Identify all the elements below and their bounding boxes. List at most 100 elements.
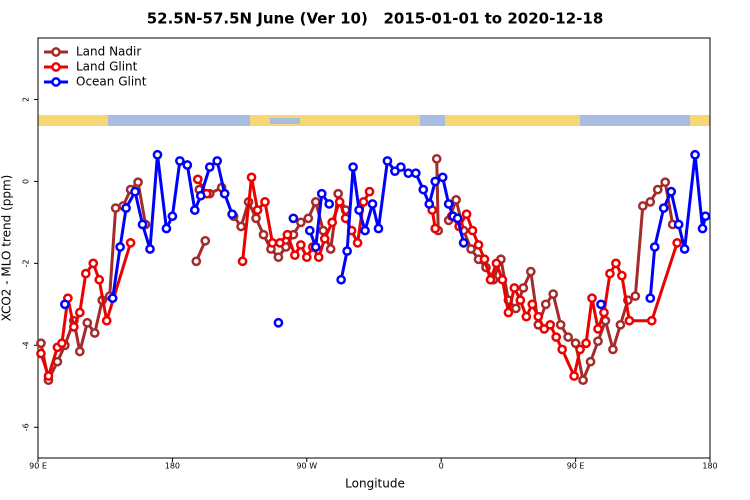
- data-point: [585, 356, 596, 367]
- data-point: [700, 211, 711, 222]
- data-point: [273, 317, 284, 328]
- data-point: [327, 217, 338, 228]
- data-point: [94, 274, 105, 285]
- data-point: [617, 270, 627, 281]
- data-point: [195, 190, 206, 201]
- data-point: [396, 162, 406, 172]
- data-point: [666, 186, 677, 197]
- chart-title: 52.5N-57.5N June (Ver 10) 2015-01-01 to …: [147, 10, 604, 28]
- data-point: [115, 242, 125, 252]
- data-point: [204, 162, 215, 172]
- data-point: [310, 197, 321, 207]
- data-point: [252, 205, 263, 215]
- data-point: [304, 225, 315, 236]
- y-tick-label: 0: [22, 179, 31, 184]
- x-axis-label: Longitude: [345, 477, 405, 491]
- data-point: [497, 274, 508, 285]
- data-point: [555, 319, 566, 330]
- data-point: [430, 223, 441, 234]
- data-point: [479, 254, 490, 265]
- data-point: [473, 240, 484, 250]
- map-strip: [38, 115, 710, 126]
- data-point: [673, 219, 684, 230]
- legend-label: Land Glint: [76, 60, 138, 74]
- data-point: [212, 156, 223, 166]
- data-point: [364, 186, 375, 197]
- data-point: [458, 238, 469, 248]
- data-point: [581, 338, 591, 349]
- data-point: [200, 235, 211, 246]
- data-point: [672, 238, 682, 248]
- data-point: [437, 172, 448, 183]
- legend-marker: [51, 77, 61, 87]
- data-point: [605, 268, 615, 279]
- data-point: [88, 258, 99, 269]
- data-point: [608, 344, 618, 355]
- data-point: [382, 156, 393, 166]
- data-point: [545, 319, 556, 330]
- data-point: [491, 258, 502, 269]
- data-point: [237, 256, 248, 267]
- data-point: [525, 266, 536, 277]
- data-point: [430, 176, 441, 187]
- data-point: [301, 252, 312, 263]
- data-point: [74, 346, 85, 357]
- data-point: [251, 213, 261, 224]
- data-point: [236, 221, 246, 232]
- data-point: [161, 223, 172, 234]
- data-point: [316, 188, 327, 199]
- x-tick-label: 0: [439, 462, 444, 471]
- data-point: [575, 344, 585, 355]
- y-axis-label: XCO2 - MLO trend (ppm): [0, 175, 14, 322]
- data-point: [563, 332, 573, 342]
- data-point: [57, 338, 67, 349]
- x-tick-label: 180: [165, 462, 180, 471]
- data-point: [282, 229, 293, 240]
- data-point: [646, 315, 657, 326]
- data-point: [89, 328, 100, 338]
- data-point: [424, 199, 435, 209]
- data-point: [451, 195, 461, 205]
- data-point: [697, 223, 708, 234]
- data-point: [324, 199, 335, 209]
- data-point: [431, 154, 442, 164]
- data-point: [275, 238, 285, 248]
- data-point: [461, 209, 472, 220]
- x-tick-label: 90 E: [567, 462, 585, 471]
- data-point: [352, 238, 363, 248]
- data-point: [68, 322, 79, 332]
- data-point: [74, 307, 85, 318]
- data-point: [611, 258, 621, 269]
- data-point: [624, 315, 635, 326]
- data-point: [557, 344, 568, 355]
- x-tick-label: 90 E: [29, 462, 47, 471]
- data-point: [189, 205, 200, 215]
- data-point: [295, 240, 306, 250]
- data-point: [645, 197, 656, 207]
- data-point: [354, 205, 364, 215]
- data-point: [358, 197, 369, 207]
- data-point: [133, 177, 143, 188]
- data-point: [418, 184, 429, 195]
- data-point: [336, 274, 346, 285]
- data-point: [130, 186, 140, 197]
- data-point: [569, 371, 579, 381]
- data-point: [593, 336, 603, 347]
- data-point: [533, 311, 544, 322]
- series: [60, 149, 711, 328]
- data-point: [367, 199, 378, 209]
- data-point: [121, 203, 131, 213]
- data-point: [36, 338, 46, 349]
- data-point: [467, 225, 478, 236]
- data-point: [310, 242, 321, 252]
- legend-label: Ocean Glint: [76, 75, 147, 89]
- data-point: [466, 244, 476, 254]
- data-point: [645, 293, 656, 304]
- y-tick-label: -6: [22, 423, 31, 431]
- data-point: [192, 174, 203, 185]
- data-point: [348, 162, 358, 172]
- data-point: [509, 283, 520, 293]
- data-point: [125, 238, 136, 248]
